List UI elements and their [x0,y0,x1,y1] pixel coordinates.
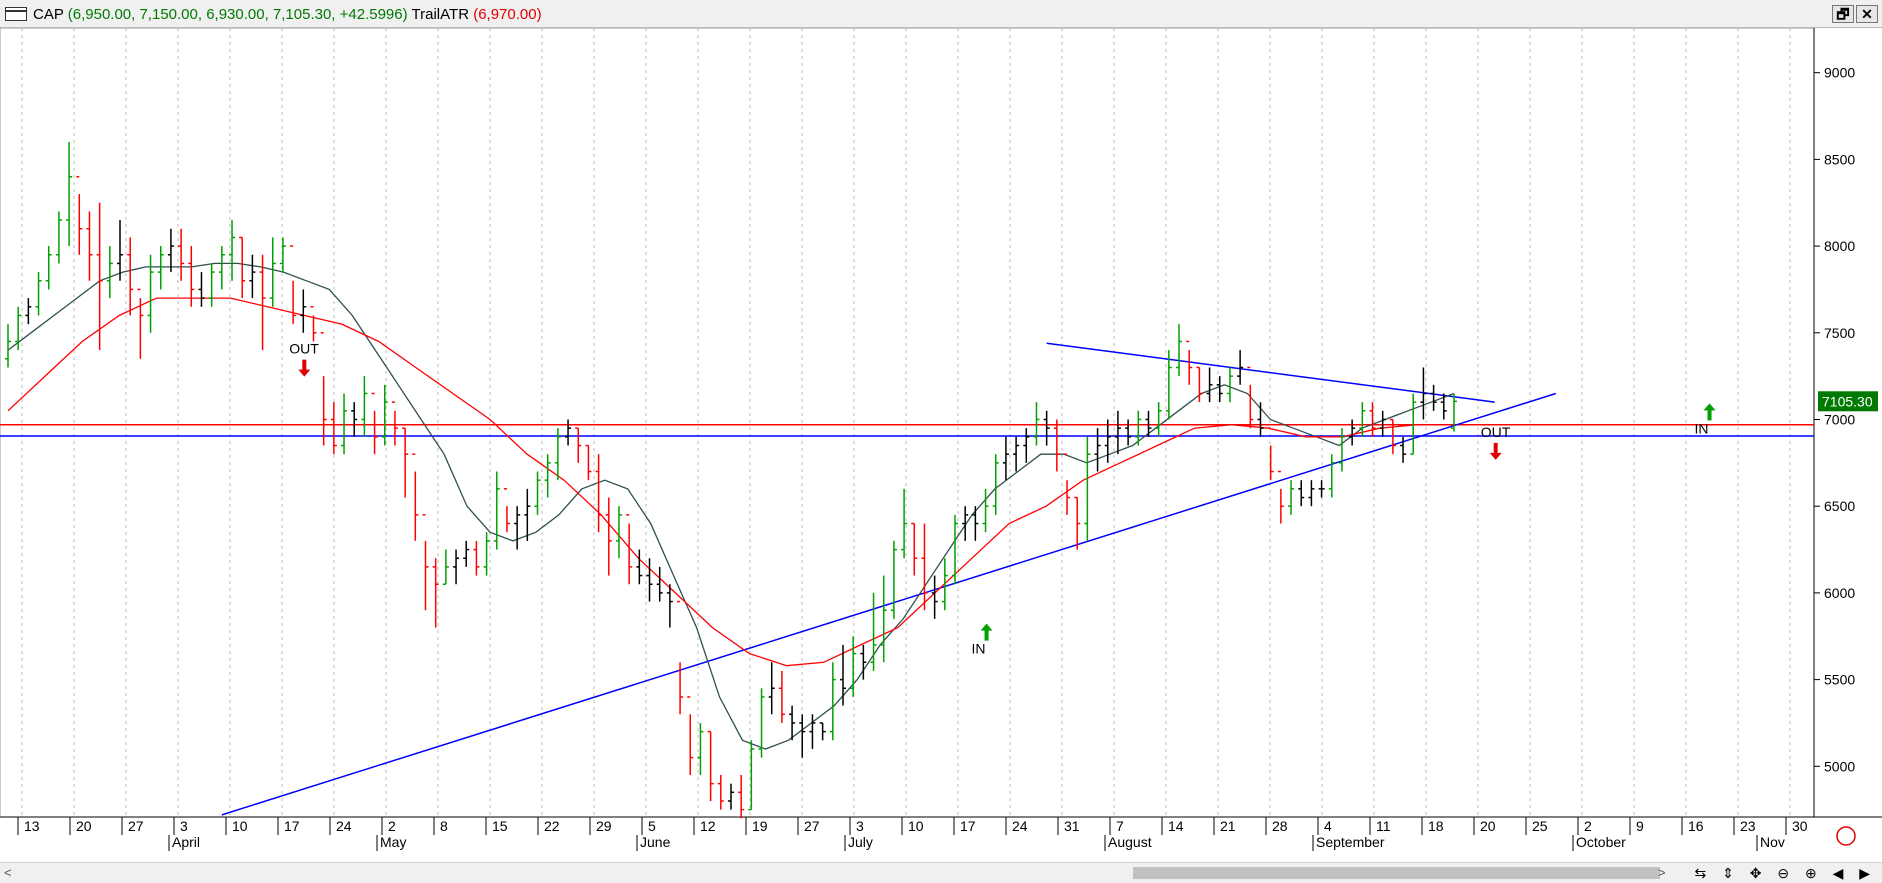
day-tick-label: 25 [1532,818,1548,834]
indicator-label: TrailATR [411,6,470,23]
scroll-thumb[interactable] [1133,867,1660,879]
day-tick-label: 3 [180,818,188,834]
day-tick-label: 19 [752,818,768,834]
price-tick-label: 8000 [1824,238,1855,254]
month-label: May [380,834,406,850]
day-tick-label: 4 [1324,818,1332,834]
month-label: Nov [1760,834,1785,850]
signal-label: OUT [1481,424,1511,440]
month-label: June [640,834,671,850]
sell-arrow-icon [298,359,311,377]
price-tick-label: 7500 [1824,325,1855,341]
last-price-box [1818,391,1878,412]
month-label: July [848,834,873,850]
chart-tool-icons[interactable]: ⇆ ⇕ ✥ ⊖ ⊕ ◀ ▶ [1694,865,1876,881]
price-tick-label: 9000 [1824,65,1855,81]
chart-title: CAP (6,950.00, 7,150.00, 6,930.00, 7,105… [33,6,542,23]
price-tick-label: 5500 [1824,672,1855,688]
price-tick-label: 8500 [1824,151,1855,167]
day-tick-label: 17 [960,818,976,834]
day-tick-label: 5 [648,818,656,834]
month-label: September [1316,834,1385,850]
day-tick-label: 28 [1272,818,1288,834]
day-tick-label: 2 [388,818,396,834]
day-tick-label: 12 [700,818,716,834]
day-tick-label: 16 [1688,818,1704,834]
close-button[interactable]: ✕ [1856,5,1878,23]
price-tick-label: 5000 [1824,758,1855,774]
chart-window-icon [5,7,27,21]
day-tick-label: 21 [1220,818,1236,834]
day-tick-label: 8 [440,818,448,834]
last-price-label: 7105.30 [1822,393,1873,409]
price-tick-label: 6500 [1824,498,1855,514]
signal-label: OUT [289,341,319,357]
day-tick-label: 27 [128,818,144,834]
chart-title-bar: CAP (6,950.00, 7,150.00, 6,930.00, 7,105… [0,0,1882,28]
day-tick-label: 24 [1012,818,1028,834]
day-tick-label: 31 [1064,818,1080,834]
day-tick-label: 9 [1636,818,1644,834]
trendline [1046,342,1495,403]
quote-values: (6,950.00, 7,150.00, 6,930.00, 7,105.30,… [67,6,408,23]
day-tick-label: 20 [76,818,92,834]
moving-average-long-line [7,297,1454,667]
plot-area [0,28,1815,818]
sell-arrow-icon [1489,442,1502,460]
day-tick-label: 13 [24,818,40,834]
signal-label: IN [1695,420,1709,436]
day-tick-label: 3 [856,818,864,834]
horizontal-scrollbar[interactable]: < > ⇆ ⇕ ✥ ⊖ ⊕ ◀ ▶ [0,862,1882,883]
day-tick-label: 10 [232,818,248,834]
day-tick-label: 11 [1376,818,1391,834]
day-tick-label: 29 [596,818,612,834]
status-face-icon [1836,826,1856,846]
day-tick-label: 15 [492,818,508,834]
day-tick-label: 24 [336,818,352,834]
trendline [221,392,1557,816]
price-tick-label: 6000 [1824,585,1855,601]
day-tick-label: 18 [1428,818,1444,834]
symbol-label: CAP [33,6,64,23]
indicator-value: (6,970.00) [473,6,542,23]
buy-arrow-icon [1703,403,1716,421]
month-label: August [1108,834,1152,850]
month-label: April [172,834,200,850]
day-tick-label: 22 [544,818,560,834]
day-tick-label: 10 [908,818,924,834]
scroll-left-icon[interactable]: < [4,865,12,880]
day-tick-label: 17 [284,818,300,834]
day-tick-label: 30 [1792,818,1808,834]
moving-average-short-line [7,262,1455,750]
day-tick-label: 23 [1740,818,1756,834]
price-tick-label: 7000 [1824,411,1855,427]
buy-arrow-icon [980,623,993,641]
scroll-right-icon[interactable]: > [1658,865,1666,880]
day-tick-label: 27 [804,818,820,834]
day-tick-label: 20 [1480,818,1496,834]
day-tick-label: 14 [1168,818,1184,834]
day-tick-label: 7 [1116,818,1124,834]
month-label: October [1576,834,1626,850]
day-tick-label: 2 [1584,818,1592,834]
price-chart[interactable]: 13 20 27 3 10 17 24 2 8 15 22 29 5 12 19 27 3 10 17 24 31 7 14… [0,28,1882,862]
restore-button[interactable]: 🗗 [1832,5,1854,23]
signal-label: IN [972,641,986,657]
